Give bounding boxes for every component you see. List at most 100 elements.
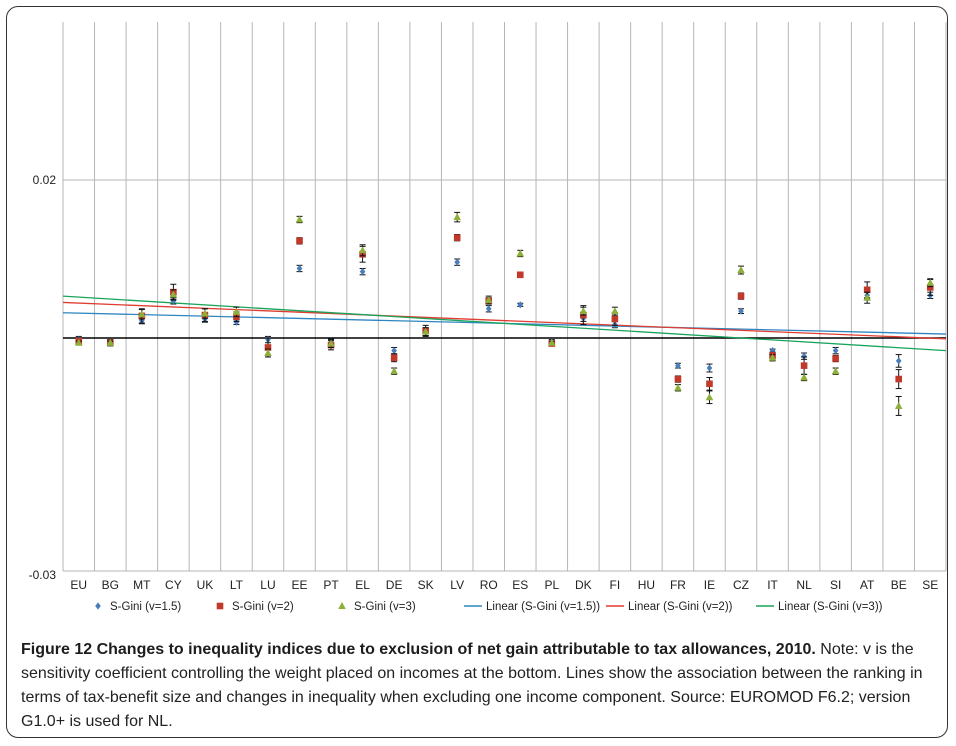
legend-label: S-Gini (v=2) xyxy=(232,601,294,613)
data-point xyxy=(421,327,430,335)
legend-label: Linear (S-Gini (v=3)) xyxy=(778,601,883,613)
data-point xyxy=(548,338,556,346)
data-point xyxy=(769,347,776,355)
legend-label: Linear (S-Gini (v=2)) xyxy=(628,601,733,613)
data-point xyxy=(926,284,934,291)
x-tick-label: LU xyxy=(260,578,275,592)
data-point xyxy=(453,234,461,241)
data-point xyxy=(738,307,744,315)
x-tick-label: SE xyxy=(922,578,938,592)
data-point xyxy=(484,296,493,304)
data-point xyxy=(517,301,524,309)
data-point xyxy=(516,249,525,257)
data-point xyxy=(800,373,808,381)
x-tick-label: SK xyxy=(418,578,434,592)
data-point xyxy=(201,309,209,317)
data-point xyxy=(926,278,935,286)
data-point xyxy=(737,292,745,300)
legend-marker xyxy=(338,602,346,609)
data-point xyxy=(138,310,146,318)
x-tick-label: PT xyxy=(323,578,339,592)
data-point xyxy=(296,237,303,245)
data-point xyxy=(359,268,366,276)
data-point xyxy=(264,349,272,357)
trendlines xyxy=(62,295,947,352)
data-point xyxy=(863,293,871,301)
x-tick-label: PL xyxy=(544,578,559,592)
x-tick-label: DE xyxy=(386,578,403,592)
data-point xyxy=(800,362,808,369)
data-point xyxy=(358,246,367,254)
trendline xyxy=(62,295,947,352)
x-tick-label: SI xyxy=(830,578,841,592)
data-point xyxy=(863,286,871,294)
data-point xyxy=(611,315,619,323)
data-point xyxy=(391,347,397,355)
x-tick-label: DK xyxy=(575,578,592,592)
x-tick-label: UK xyxy=(197,578,214,592)
data-point xyxy=(832,355,839,362)
data-point xyxy=(264,344,272,351)
grid-lines xyxy=(62,22,947,572)
data-point xyxy=(832,347,839,355)
legend: S-Gini (v=1.5) S-Gini (v=2) S-Gini (v=3) Li… xyxy=(95,601,883,613)
x-tick-label: LT xyxy=(230,578,244,592)
data-point xyxy=(232,307,241,315)
x-tick-label: RO xyxy=(480,578,498,592)
data-point xyxy=(801,352,807,360)
data-point xyxy=(675,362,681,370)
figure-frame xyxy=(6,6,948,738)
data-point xyxy=(706,380,713,388)
x-tick-label: HU xyxy=(638,578,655,592)
chart: 0.02 -0.03 EU BG MT CY UK LT LU EE PT EL DE SK LV RO ES P… xyxy=(29,22,947,613)
data-point xyxy=(674,375,682,383)
data-point xyxy=(895,375,902,383)
data-point xyxy=(390,354,398,362)
x-tick-label: LV xyxy=(450,578,464,592)
x-tick-label: CY xyxy=(165,578,182,592)
data-point xyxy=(233,318,240,326)
y-tick-label: -0.03 xyxy=(29,568,57,582)
x-tick-label: FI xyxy=(610,578,621,592)
data-point xyxy=(106,338,115,346)
x-tick-label: EE xyxy=(292,578,308,592)
x-tick-label: NL xyxy=(796,578,812,592)
x-tick-label: FR xyxy=(670,578,686,592)
trendline xyxy=(62,301,947,340)
data-point xyxy=(296,264,303,273)
data-point xyxy=(327,339,335,347)
legend-label: Linear (S-Gini (v=1.5)) xyxy=(486,601,600,613)
y-tick-label: 0.02 xyxy=(33,173,57,187)
x-tick-label: BE xyxy=(891,578,907,592)
data-point xyxy=(516,271,524,279)
legend-label: S-Gini (v=1.5) xyxy=(110,601,181,613)
data-point xyxy=(674,383,682,391)
data-point xyxy=(895,357,902,365)
x-tick-label: EU xyxy=(70,578,87,592)
data-point xyxy=(169,290,178,298)
data-point xyxy=(611,307,619,315)
data-point xyxy=(74,338,83,346)
caption-title: Figure 12 Changes to inequality indices … xyxy=(21,641,816,658)
caption-text: Note: v is the sensitivity coefficient c… xyxy=(21,641,923,730)
data-point xyxy=(454,258,460,266)
legend-label: S-Gini (v=3) xyxy=(354,601,416,613)
data-point xyxy=(737,266,745,274)
legend-marker xyxy=(216,602,224,610)
figure-caption: Figure 12 Changes to inequality indices … xyxy=(21,638,936,734)
x-tick-label: IT xyxy=(767,578,778,592)
data-points xyxy=(74,211,935,416)
x-tick-label: ES xyxy=(512,578,528,592)
data-point xyxy=(579,307,588,315)
x-tick-label: AT xyxy=(860,578,875,592)
x-tick-label: BG xyxy=(102,578,119,592)
data-point xyxy=(706,364,713,372)
x-tick-label: IE xyxy=(704,578,715,592)
legend-marker xyxy=(95,602,101,610)
data-point xyxy=(894,401,903,409)
data-point xyxy=(453,213,461,221)
data-point xyxy=(390,367,398,375)
data-point xyxy=(295,215,304,223)
data-point xyxy=(768,353,777,361)
x-tick-label: EL xyxy=(355,578,370,592)
